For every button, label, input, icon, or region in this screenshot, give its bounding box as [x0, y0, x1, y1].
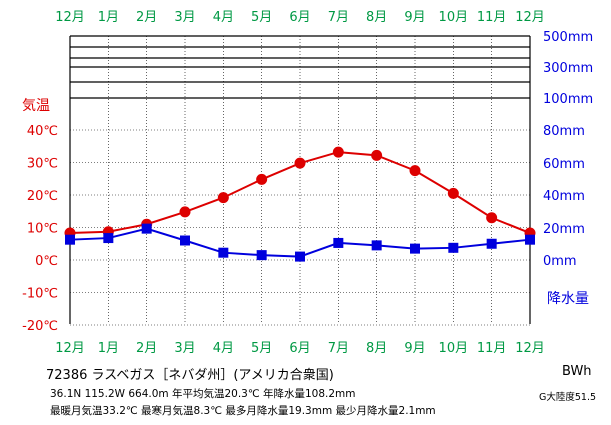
month-label-top: 4月 — [213, 10, 234, 25]
month-label-top: 3月 — [174, 10, 195, 25]
climate-class: BWh — [562, 364, 592, 379]
precipitation-point — [371, 240, 382, 251]
temperature-point — [409, 165, 421, 177]
continentality-index: G大陸度51.5 — [539, 392, 597, 403]
month-label-bottom: 2月 — [136, 341, 157, 356]
precipitation-point — [333, 237, 344, 248]
temperature-point — [256, 173, 268, 185]
precip-tick-label: 0mm — [543, 254, 577, 269]
month-label-top: 6月 — [289, 10, 310, 25]
precip-axis-title: 降水量 — [547, 291, 589, 307]
month-label-top: 7月 — [328, 10, 349, 25]
temperature-point — [332, 146, 344, 158]
temp-tick-label: -10℃ — [22, 287, 58, 302]
precipitation-point — [65, 234, 75, 245]
temp-tick-label: 30℃ — [27, 157, 58, 172]
month-label-bottom: 10月 — [439, 341, 469, 356]
precipitation-point — [410, 243, 420, 254]
precip-tick-label: 40mm — [543, 189, 585, 204]
month-label-top: 12月 — [515, 10, 545, 25]
precip-tick-label: 500mm — [543, 30, 593, 45]
month-label-top: 11月 — [477, 10, 507, 25]
month-label-bottom: 4月 — [213, 341, 234, 356]
month-label-bottom: 6月 — [289, 341, 310, 356]
month-label-bottom: 11月 — [477, 341, 507, 356]
month-label-top: 8月 — [366, 10, 387, 25]
temperature-point — [486, 212, 498, 224]
temp-tick-label: 0℃ — [35, 254, 58, 269]
precip-tick-label: 300mm — [543, 61, 593, 76]
month-label-bottom: 8月 — [366, 341, 387, 356]
month-label-bottom: 3月 — [174, 341, 195, 356]
precipitation-point — [141, 223, 152, 234]
temp-tick-label: -20℃ — [22, 319, 58, 334]
station-stats-line2: 最暖月気温33.2℃ 最寒月気温8.3℃ 最多月降水量19.3mm 最少月降水量… — [50, 405, 436, 417]
station-stats-line1: 36.1N 115.2W 664.0m 年平均気温20.3℃ 年降水量108.2… — [50, 388, 356, 400]
temp-tick-label: 20℃ — [27, 189, 58, 204]
month-label-top: 9月 — [404, 10, 425, 25]
temp-axis-title: 気温 — [22, 98, 50, 114]
precipitation-point — [256, 250, 267, 261]
precipitation-point — [295, 251, 305, 262]
month-label-bottom: 1月 — [98, 341, 119, 356]
temperature-point — [179, 206, 191, 218]
month-label-bottom: 7月 — [328, 341, 349, 356]
temp-tick-label: 40℃ — [27, 124, 58, 139]
month-label-bottom: 5月 — [251, 341, 272, 356]
precipitation-point — [486, 238, 497, 249]
month-label-bottom: 9月 — [404, 341, 425, 356]
precip-tick-label: 100mm — [543, 92, 593, 107]
precipitation-point — [448, 242, 459, 253]
precipitation-point — [218, 247, 229, 258]
precip-tick-label: 20mm — [543, 222, 585, 237]
month-label-bottom: 12月 — [515, 341, 545, 356]
month-label-top: 12月 — [55, 10, 85, 25]
month-label-top: 10月 — [439, 10, 469, 25]
precipitation-point — [103, 233, 114, 244]
precip-tick-label: 80mm — [543, 124, 585, 139]
temperature-point — [447, 187, 459, 199]
month-label-top: 1月 — [98, 10, 119, 25]
temperature-point — [294, 157, 306, 169]
station-title: 72386 ラスベガス［ネバダ州］(アメリカ合衆国) — [46, 368, 334, 383]
month-label-bottom: 12月 — [55, 341, 85, 356]
month-label-top: 2月 — [136, 10, 157, 25]
precip-tick-label: 60mm — [543, 157, 585, 172]
precipitation-point — [180, 235, 190, 246]
temp-tick-label: 10℃ — [27, 222, 58, 237]
month-label-top: 5月 — [251, 10, 272, 25]
temperature-point — [371, 149, 383, 161]
precipitation-point — [525, 234, 535, 245]
temperature-point — [217, 192, 229, 204]
